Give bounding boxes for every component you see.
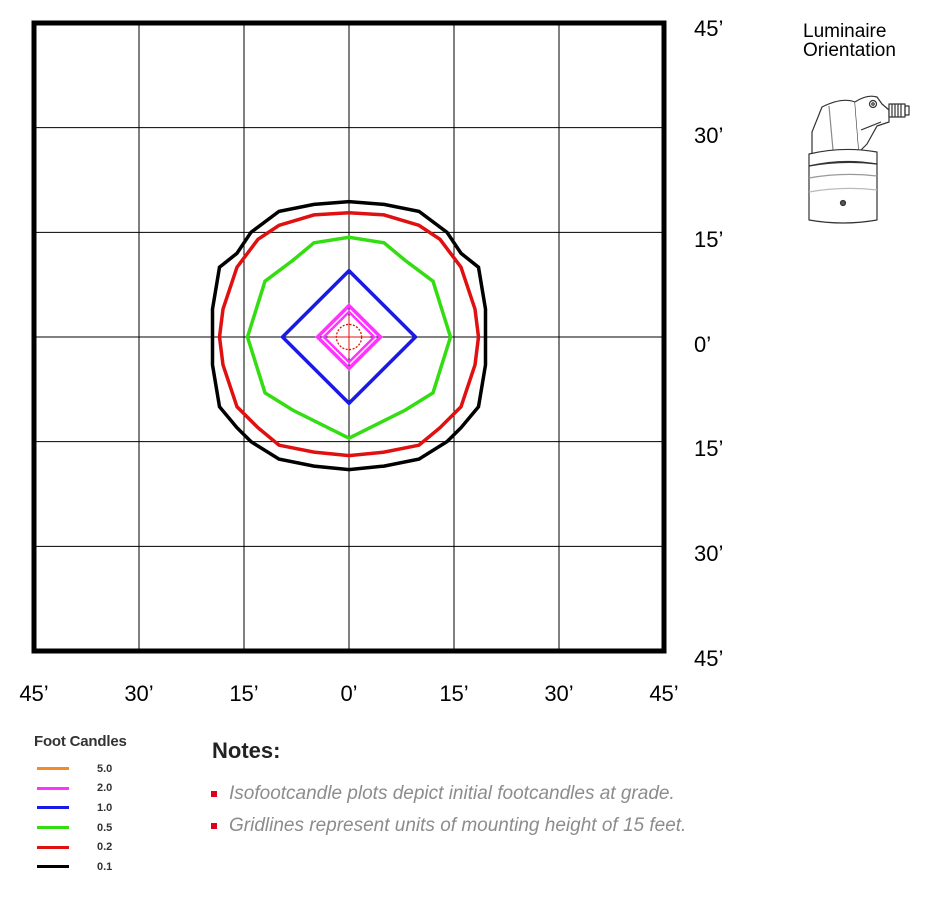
note-text: Gridlines represent units of mounting he… <box>229 815 687 836</box>
legend-label: 0.5 <box>97 821 113 834</box>
legend-entry: 2.0 <box>34 779 164 799</box>
legend: Foot Candles 5.0 2.0 1.0 0.5 0.2 0.1 <box>34 733 164 877</box>
orientation-title-line-2: Orientation <box>803 40 896 61</box>
legend-entry: 0.2 <box>34 837 164 857</box>
y-tick-label: 15’ <box>694 227 723 252</box>
legend-swatch <box>37 826 69 830</box>
legend-title: Foot Candles <box>34 733 127 750</box>
luminaire-orientation: Luminaire Orientation <box>803 21 934 224</box>
y-tick-label: 30’ <box>694 541 723 566</box>
legend-label: 2.0 <box>97 782 113 795</box>
legend-swatch <box>37 845 69 849</box>
grid-lines <box>34 23 664 651</box>
y-tick-labels: 45’ 30’ 15’ 0’ 15’ 30’ 45’ <box>694 16 723 671</box>
x-tick-label: 30’ <box>124 681 153 706</box>
x-tick-label: 0’ <box>340 681 357 706</box>
contour-lines <box>210 199 488 472</box>
bullet-icon <box>211 791 217 797</box>
legend-entry: 0.5 <box>34 818 164 838</box>
x-tick-label: 45’ <box>19 681 48 706</box>
note-text: Isofootcandle plots depict initial footc… <box>229 783 675 804</box>
legend-label: 1.0 <box>97 801 113 814</box>
y-tick-label: 0’ <box>694 332 711 357</box>
x-tick-labels: 45’ 30’ 15’ 0’ 15’ 30’ 45’ <box>19 681 678 706</box>
legend-swatch <box>37 806 69 810</box>
legend-swatch <box>37 786 69 790</box>
legend-entry: 5.0 <box>34 759 164 779</box>
y-tick-label: 45’ <box>694 646 723 671</box>
legend-entries: 5.0 2.0 1.0 0.5 0.2 0.1 <box>34 759 164 877</box>
legend-swatch <box>37 865 69 869</box>
x-tick-label: 15’ <box>439 681 468 706</box>
legend-label: 0.1 <box>97 860 113 873</box>
bullet-icon <box>211 823 217 829</box>
luminaire-fixture-icon <box>808 95 910 224</box>
y-tick-label: 30’ <box>694 123 723 148</box>
contour-1-0-fc <box>280 268 418 406</box>
orientation-title-line-1: Luminaire <box>803 21 887 42</box>
x-tick-label: 45’ <box>649 681 678 706</box>
notes-title: Notes: <box>212 738 281 763</box>
y-tick-label: 45’ <box>694 16 723 41</box>
legend-entry: 1.0 <box>34 798 164 818</box>
x-tick-label: 15’ <box>229 681 258 706</box>
x-tick-label: 30’ <box>544 681 573 706</box>
plot-frame <box>31 20 667 654</box>
note-item: Isofootcandle plots depict initial footc… <box>211 778 912 810</box>
legend-swatch <box>37 767 69 771</box>
contour-0-2-fc <box>217 211 481 458</box>
contour-2-0-fc <box>315 303 383 371</box>
notes-list: Isofootcandle plots depict initial footc… <box>211 778 912 842</box>
legend-label: 5.0 <box>97 762 113 775</box>
contour-0-5-fc <box>245 235 453 441</box>
legend-entry: 0.1 <box>34 857 164 877</box>
legend-label: 0.2 <box>97 841 113 854</box>
contour-0-1-fc <box>210 199 488 472</box>
y-tick-label: 15’ <box>694 436 723 461</box>
notes-panel: Notes: Isofootcandle plots depict initia… <box>211 738 912 842</box>
note-item: Gridlines represent units of mounting he… <box>211 810 912 842</box>
contour-2-0-fc-inner <box>322 310 376 364</box>
